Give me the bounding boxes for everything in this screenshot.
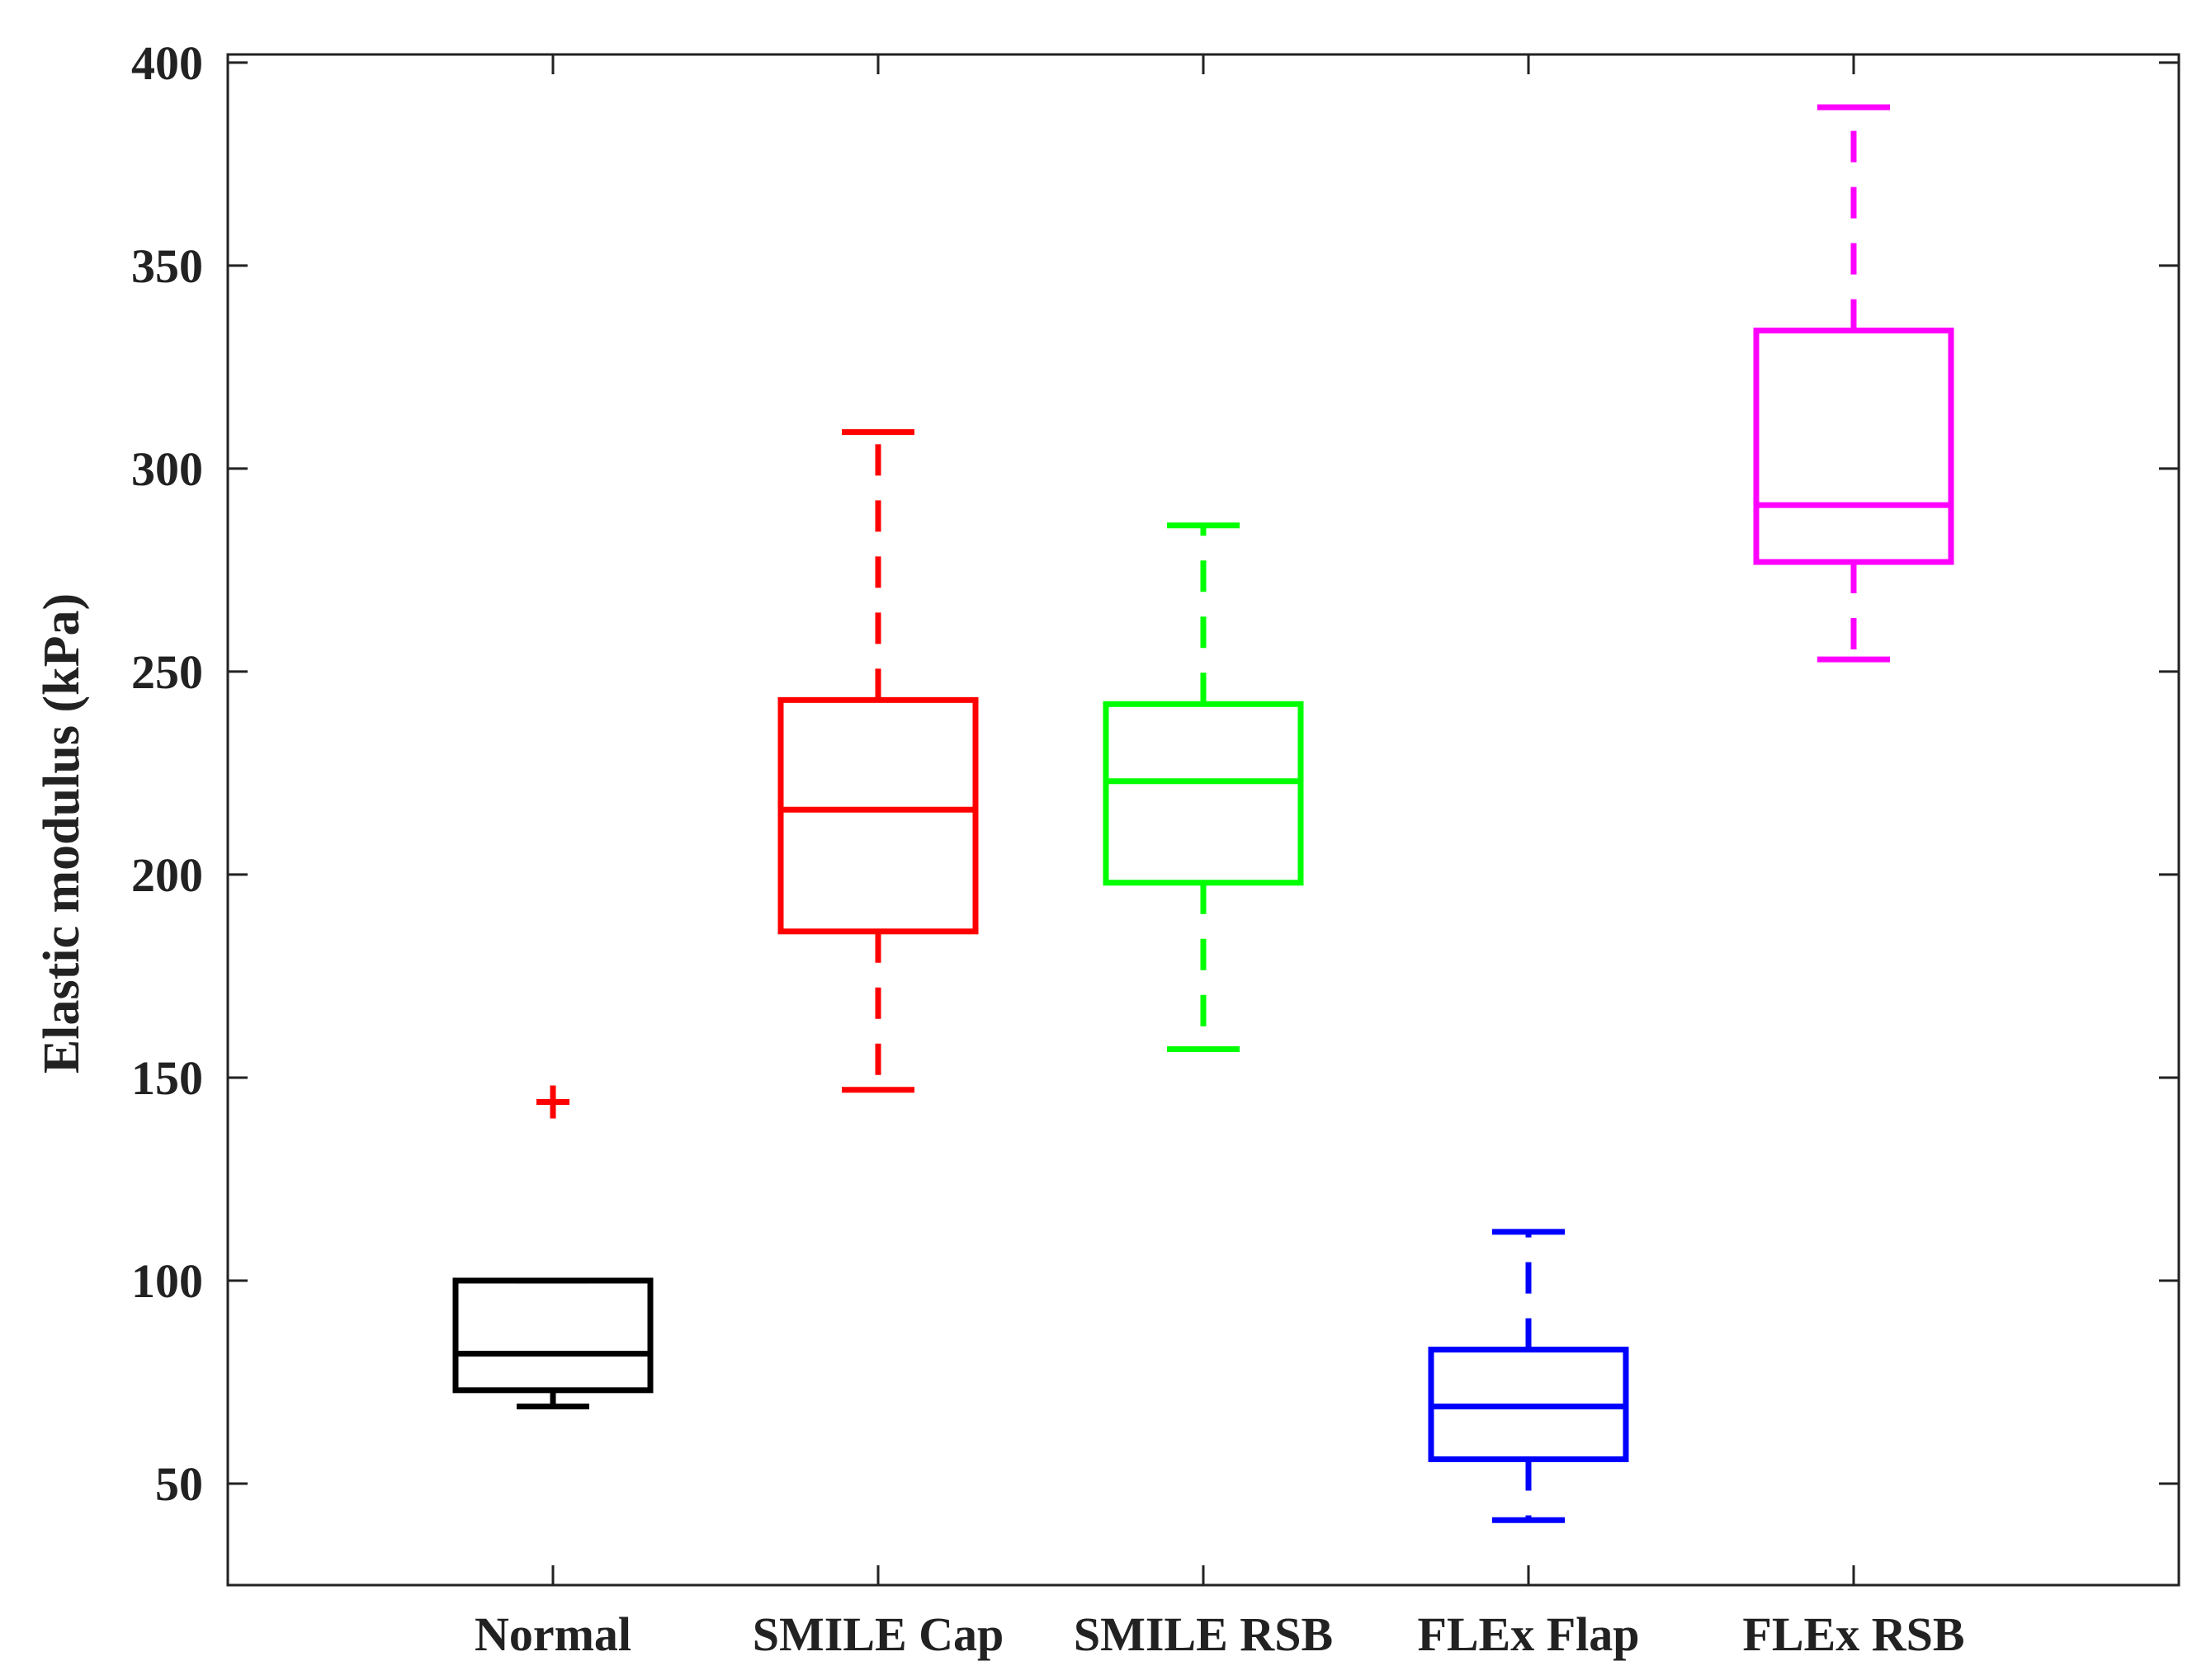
x-tick-labels: Normal SMILE Cap SMILE RSB FLEx Flap FLEx RS… [475,1607,1965,1661]
y-tick-label: 350 [131,239,203,293]
box-flex-flap [1428,1229,1629,1523]
y-tick-label: 400 [131,36,203,90]
y-axis-label: Elastic modulus (kPa) [34,593,90,1074]
box-smile-cap [777,429,979,1093]
iqr-box [452,1277,654,1394]
plot-frame [226,53,2180,1587]
y-tick-labels: 50 100 150 200 250 300 350 400 [131,36,203,1511]
y-tick-label: 50 [155,1457,203,1511]
box-flex-rsb [1753,104,1954,663]
iqr-box [1753,328,1954,565]
y-tick-label: 100 [131,1254,203,1308]
outlier-marker [536,1085,569,1119]
axis-ticks [228,54,2179,1585]
box-smile-rsb [1103,522,1304,1053]
y-tick-label: 150 [131,1051,203,1105]
x-tick-label: FLEx RSB [1742,1607,1964,1661]
iqr-box [1103,701,1304,886]
y-tick-label: 300 [131,442,203,496]
iqr-box [777,696,979,935]
x-tick-label: SMILE Cap [753,1607,1004,1661]
box-series [452,104,1954,1523]
y-tick-label: 250 [131,645,203,699]
box-normal [452,1085,654,1410]
x-tick-label: SMILE RSB [1074,1607,1333,1661]
x-tick-label: FLEx Flap [1417,1607,1639,1661]
y-tick-label: 200 [131,848,203,902]
x-tick-label: Normal [475,1607,631,1661]
